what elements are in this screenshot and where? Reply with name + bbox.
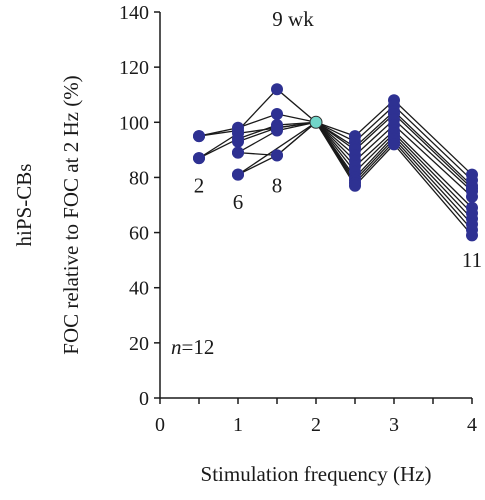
data-point xyxy=(271,108,283,121)
data-point xyxy=(388,138,400,151)
y-tick-label: 140 xyxy=(119,2,149,24)
x-tick-label: 4 xyxy=(467,414,477,436)
y-tick-label: 60 xyxy=(129,223,149,245)
series-points xyxy=(193,83,478,242)
x-tick-label: 3 xyxy=(389,414,399,436)
data-point xyxy=(349,179,361,192)
y-tick-label: 80 xyxy=(129,167,149,189)
point-label: 11 xyxy=(462,248,482,272)
y-tick-label: 40 xyxy=(129,278,149,300)
data-point xyxy=(193,130,205,143)
series-line-6 xyxy=(237,121,473,198)
x-tick-label: 2 xyxy=(311,414,321,436)
point-label: 8 xyxy=(272,174,283,198)
series-line-8 xyxy=(237,121,473,214)
data-point xyxy=(466,190,478,203)
point-label: 6 xyxy=(233,190,244,214)
series-line-5 xyxy=(237,118,473,192)
sample-size-label: n=12 xyxy=(171,335,214,359)
data-point xyxy=(271,149,283,162)
ticks xyxy=(154,11,473,404)
series-line-12 xyxy=(315,121,473,236)
x-tick-label: 0 xyxy=(155,414,165,436)
data-point xyxy=(232,168,244,181)
y-tick-label: 0 xyxy=(139,388,149,410)
y-tick-label: 120 xyxy=(119,57,149,79)
series-line-11 xyxy=(315,121,473,231)
sample-size-n: n xyxy=(171,335,182,359)
x-axis-title: Stimulation frequency (Hz) xyxy=(201,462,432,486)
data-point xyxy=(466,229,478,242)
chart-title: 9 wk xyxy=(272,7,314,31)
y-axis-title: FOC relative to FOC at 2 Hz (%) xyxy=(59,75,83,354)
data-point xyxy=(193,152,205,165)
y-tick-label: 20 xyxy=(129,333,149,355)
reference-point xyxy=(309,115,323,129)
data-point xyxy=(271,83,283,96)
series-line-7 xyxy=(237,121,473,209)
point-labels: 2 6 8 11 xyxy=(194,174,482,272)
row-label: hiPS-CBs xyxy=(12,164,36,247)
data-point xyxy=(232,135,244,148)
series-line-10 xyxy=(315,121,473,225)
point-label: 2 xyxy=(194,174,205,198)
x-tick-label: 1 xyxy=(233,414,243,436)
data-point xyxy=(271,124,283,137)
data-point xyxy=(232,146,244,159)
sample-size-value: =12 xyxy=(182,335,215,359)
tick-labels: 0 20 40 60 80 100 120 140 0 1 2 3 4 xyxy=(119,2,477,436)
y-tick-label: 100 xyxy=(119,112,149,134)
